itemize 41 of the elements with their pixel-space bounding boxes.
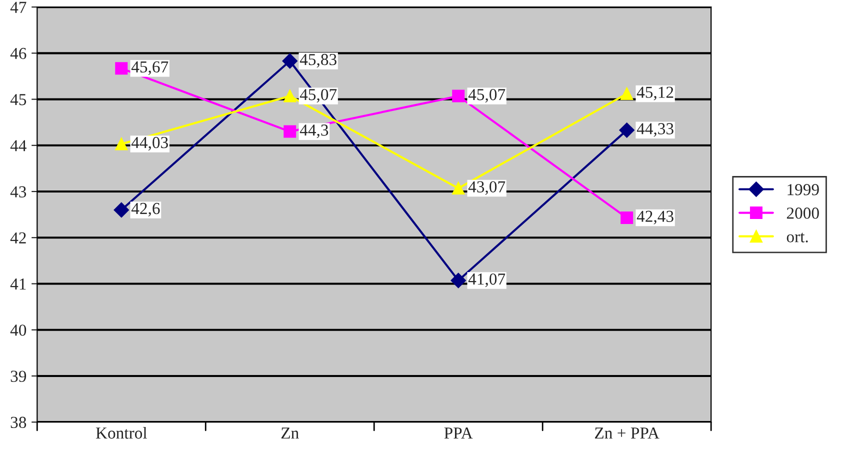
data-label: 42,6 [131, 202, 160, 217]
point [282, 53, 298, 69]
x-tick-label: Zn + PPA [594, 428, 660, 439]
data-label: 42,43 [636, 210, 674, 224]
legend-label: 2000 [786, 208, 819, 219]
data-label: 44,3 [300, 124, 328, 138]
data-label: 44,33 [636, 123, 674, 137]
y-tick-label: 40 [10, 324, 26, 336]
data-label: 41,07 [468, 273, 506, 288]
x-tick-label: Zn [281, 428, 299, 439]
point [620, 212, 634, 224]
point [620, 87, 634, 100]
data-label: 43,07 [468, 181, 506, 195]
y-tick-label: 45 [10, 94, 26, 106]
y-tick-label: 41 [10, 278, 26, 290]
y-tick-label: 44 [10, 140, 26, 152]
y-tick-label: 38 [10, 416, 26, 428]
point [115, 138, 128, 150]
legend-label: ort. [786, 232, 808, 242]
x-tick-label: PPA [444, 428, 473, 439]
point [619, 122, 634, 138]
legend-label: 1999 [788, 184, 819, 196]
y-tick-label: 39 [10, 370, 26, 382]
y-tick-label: 43 [10, 186, 26, 198]
y-tick-label: 46 [10, 48, 26, 60]
data-label: 44,03 [131, 136, 168, 151]
data-label: 45,07 [300, 88, 337, 103]
point [284, 125, 296, 138]
point [450, 272, 466, 288]
data-label: 45,67 [131, 61, 168, 75]
data-label: 45,12 [636, 86, 674, 100]
point [284, 90, 296, 102]
y-tick-label: 47 [10, 2, 26, 13]
data-label: 45,07 [468, 88, 506, 103]
point [115, 62, 128, 75]
data-label: 45,83 [300, 54, 336, 68]
point [452, 182, 465, 195]
point [114, 202, 129, 218]
x-tick-label: Kontrol [96, 426, 147, 439]
y-tick-label: 42 [10, 232, 26, 244]
point [452, 90, 465, 102]
